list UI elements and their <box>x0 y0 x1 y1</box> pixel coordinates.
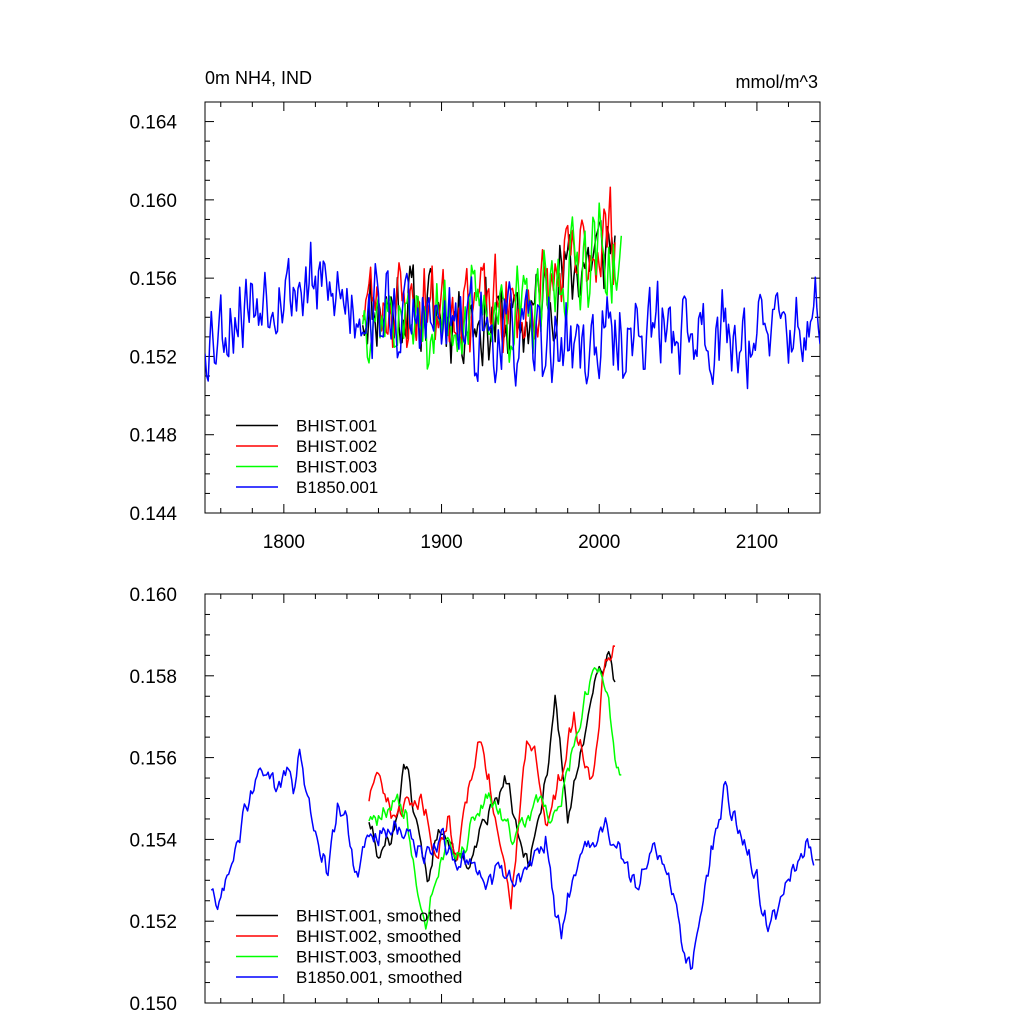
y-tick-label: 0.164 <box>129 113 177 134</box>
legend-label-bhist-003: BHIST.003 <box>296 458 377 477</box>
y-tick-label: 0.160 <box>129 191 177 212</box>
panel-units: mmol/m^3 <box>736 72 818 92</box>
legend-label-bhist-001: BHIST.001 <box>296 417 377 436</box>
legend-label-bhist-001-smoothed: BHIST.001, smoothed <box>296 907 461 926</box>
y-tick-label: 0.158 <box>129 667 177 688</box>
y-tick-label: 0.152 <box>129 347 177 368</box>
x-tick-label: 1800 <box>263 532 305 553</box>
y-tick-label: 0.154 <box>129 830 177 851</box>
y-tick-label: 0.156 <box>129 749 177 770</box>
plot-frame <box>204 101 821 514</box>
series-line-bhist-003-smoothed <box>368 667 622 930</box>
x-tick-label: 2100 <box>736 532 778 553</box>
legend-label-b1850-001: B1850.001 <box>296 478 378 497</box>
y-tick-label: 0.144 <box>129 504 177 525</box>
y-tick-label: 0.156 <box>129 269 177 290</box>
panel-title-left: 0m NH4, IND <box>205 68 312 88</box>
y-tick-label: 0.148 <box>129 426 177 447</box>
legend-label-bhist-003-smoothed: BHIST.003, smoothed <box>296 948 461 967</box>
series-line-bhist-001-smoothed <box>368 650 616 883</box>
legend-label-b1850-001-smoothed: B1850.001, smoothed <box>296 968 462 987</box>
series-line-b1850-001-smoothed <box>210 748 815 970</box>
y-tick-label: 0.160 <box>129 585 177 606</box>
x-tick-label: 1900 <box>420 532 462 553</box>
bottom-panel: 0.150 0.152 0.154 0.156 0.158 0.160 BHIST.001,… <box>129 585 821 1015</box>
x-tick-label: 2000 <box>578 532 620 553</box>
series-group <box>210 645 815 970</box>
y-tick-label: 0.152 <box>129 912 177 933</box>
legend-label-bhist-002-smoothed: BHIST.002, smoothed <box>296 927 461 946</box>
series-line-b1850-001 <box>205 241 820 390</box>
series-line-bhist-002-smoothed <box>368 645 616 910</box>
series-group <box>205 186 820 390</box>
y-tick-label: 0.150 <box>129 994 177 1015</box>
top-panel: 0m NH4, IND mmol/m^3 0.144 0.148 0.152 0.15… <box>129 68 821 553</box>
legend-label-bhist-002: BHIST.002 <box>296 437 377 456</box>
